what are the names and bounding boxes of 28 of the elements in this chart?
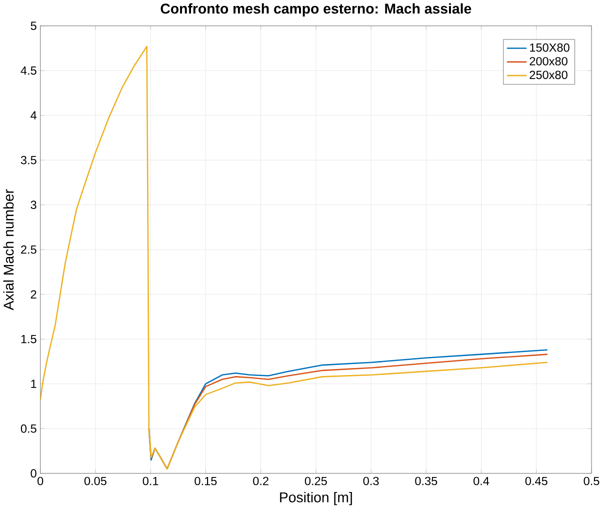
y-tick-label: 2.5 — [21, 245, 36, 254]
x-tick-label: 0 — [38, 476, 44, 485]
y-axis-title: Axial Mach number — [3, 189, 14, 310]
y-tick-label: 3.5 — [20, 156, 36, 164]
x-tick-label: 0.05 — [84, 476, 106, 485]
x-axis-title: Position [m] — [280, 492, 352, 505]
x-tick-label: 0.3 — [363, 476, 379, 485]
y-tick-label: 2 — [30, 290, 36, 298]
x-tick-label: 0.35 — [415, 476, 438, 485]
x-tick-label: 0.25 — [304, 476, 327, 485]
x-tick-label: 0.5 — [584, 476, 600, 485]
y-tick-label: 4.5 — [20, 66, 36, 75]
y-tick-label: 4 — [30, 111, 37, 120]
y-tick-label: 0 — [30, 468, 36, 478]
x-tick-label: 0.15 — [194, 476, 217, 485]
x-tick-label: 0.1 — [142, 476, 158, 485]
y-tick-label: 5 — [30, 22, 36, 30]
y-tick-label: 1 — [31, 380, 36, 388]
x-tick-label: 0.2 — [253, 476, 268, 485]
legend-label: 250x80 — [530, 70, 568, 79]
chart-title: Confronto mesh campo esterno: Mach assiale — [160, 3, 472, 16]
legend-label: 200x80 — [530, 56, 568, 66]
legend-label: 150X80 — [530, 43, 570, 52]
x-tick-label: 0.45 — [525, 476, 548, 485]
y-tick-label: 1.5 — [21, 334, 36, 344]
y-tick-label: 0.5 — [20, 424, 36, 433]
x-tick-label: 0.4 — [474, 476, 490, 485]
y-tick-label: 3 — [30, 200, 36, 209]
